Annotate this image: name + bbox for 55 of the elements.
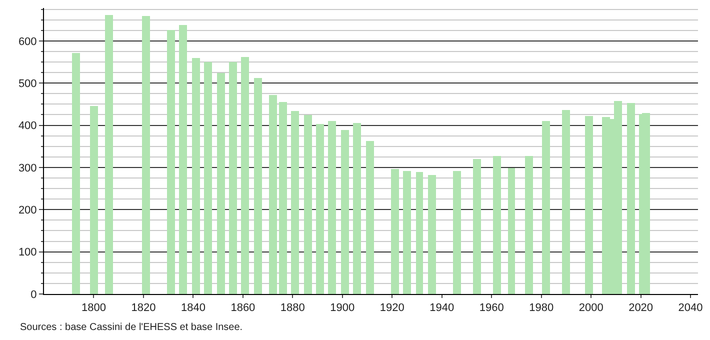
bar [279,102,287,294]
bar [241,57,249,294]
x-tick-label: 2000 [578,302,604,314]
bar [453,171,461,294]
source-note: Sources : base Cassini de l'EHESS et base Insee. [20,322,243,333]
bar [391,169,399,294]
bar [142,16,150,294]
bar [167,30,175,294]
bar [542,121,550,294]
bar [179,25,187,294]
bar [473,159,481,294]
bar [403,171,411,294]
bar [525,156,533,294]
bar [627,103,635,294]
bar [291,111,299,294]
bar [229,62,237,294]
bar [493,156,501,294]
x-tick-label: 1880 [280,302,305,314]
x-tick-label: 1840 [180,302,206,314]
bar [217,73,225,294]
bar [90,106,98,294]
bar [304,115,312,294]
x-tick-label: 2040 [678,302,703,314]
x-tick-label: 1820 [131,302,156,314]
y-tick-label: 100 [18,246,37,259]
x-tick-label: 1960 [479,302,504,314]
bar [366,141,374,294]
bar [254,78,262,294]
x-tick-label: 1800 [81,302,106,314]
y-tick-label: 400 [18,120,37,132]
bar [328,121,336,294]
y-tick-label: 200 [18,204,37,216]
bar [192,58,200,294]
bar [562,110,570,294]
x-tick-label: 1860 [230,302,256,314]
bar [316,124,324,294]
bar [269,95,277,294]
y-tick-label: 600 [18,36,37,48]
x-tick-label: 1980 [529,302,554,314]
bar [416,172,423,294]
bar [508,168,515,294]
bar [72,53,80,294]
x-tick-label: 2020 [628,302,654,314]
bar [428,175,436,294]
x-tick-label: 1900 [330,302,355,314]
bar [585,116,593,294]
bar [353,123,361,294]
y-tick-label: 500 [18,78,37,90]
x-tick-label: 1940 [430,302,454,314]
y-tick-label: 0 [30,288,37,301]
bar [105,15,113,294]
x-tick-label: 1920 [380,302,404,314]
bar [341,130,349,294]
bar [204,62,212,294]
y-tick-label: 300 [18,162,37,174]
